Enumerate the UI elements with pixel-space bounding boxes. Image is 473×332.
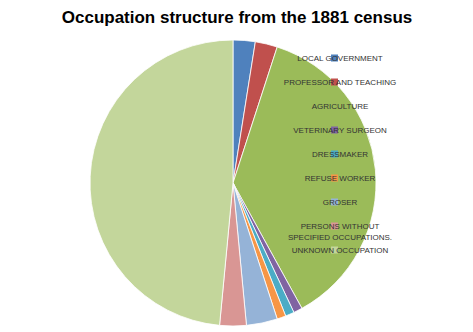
svg-text:REFUSE WORKER: REFUSE WORKER: [305, 174, 376, 183]
svg-text:UNKNOWN OCCUPATION: UNKNOWN OCCUPATION: [292, 246, 389, 255]
svg-text:Occupation structure from the: Occupation structure from the 1881 censu…: [62, 8, 413, 27]
svg-text:DRESSMAKER: DRESSMAKER: [312, 150, 368, 159]
svg-text:LOCAL GOVERNMENT: LOCAL GOVERNMENT: [297, 54, 383, 63]
svg-text:VETERINARY SURGEON: VETERINARY SURGEON: [293, 126, 387, 135]
svg-text:GROSER: GROSER: [323, 198, 358, 207]
svg-text:AGRICULTURE: AGRICULTURE: [312, 102, 369, 111]
svg-text:PROFESSOR AND TEACHING: PROFESSOR AND TEACHING: [284, 78, 396, 87]
svg-text:PERSONS WITHOUTSPECIFIED OCCUP: PERSONS WITHOUTSPECIFIED OCCUPATIONS.: [288, 222, 392, 242]
